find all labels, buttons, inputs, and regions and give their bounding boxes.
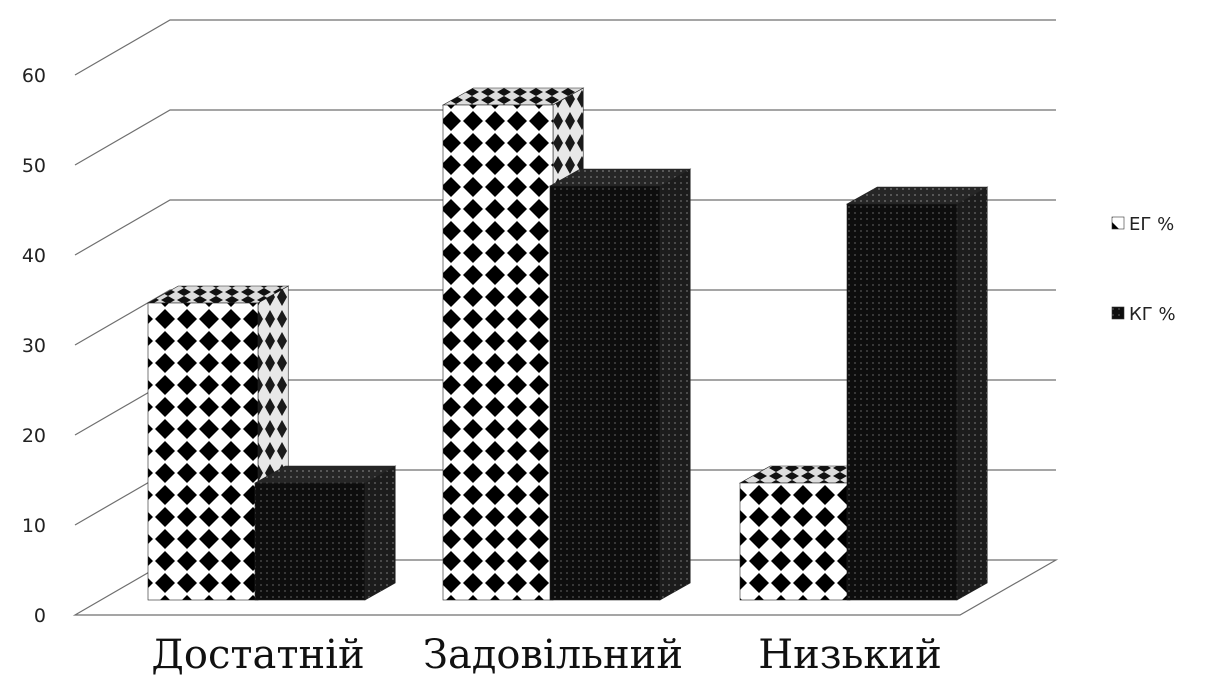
gridline bbox=[74, 289, 1056, 346]
y-tick-label: 40 bbox=[22, 245, 46, 267]
bar-front bbox=[254, 482, 366, 601]
y-tick-label: 50 bbox=[22, 155, 46, 177]
bar-front bbox=[739, 482, 851, 601]
x-category-label: Низький bbox=[758, 632, 941, 675]
bar-side bbox=[364, 465, 396, 601]
bar bbox=[548, 168, 692, 601]
y-axis: 0 10 20 30 40 50 60 bbox=[22, 65, 46, 627]
y-tick-label: 10 bbox=[22, 515, 46, 537]
bars bbox=[146, 87, 989, 601]
y-tick-label: 30 bbox=[22, 335, 46, 357]
bar-front bbox=[846, 203, 958, 601]
x-axis: Достатній Задовільний Низький bbox=[151, 632, 941, 675]
gridlines bbox=[74, 19, 1056, 526]
x-category-label: Достатній bbox=[151, 632, 364, 675]
legend-item: КГ % bbox=[1111, 304, 1176, 325]
bar-front bbox=[147, 302, 259, 601]
legend-label: ЕГ % bbox=[1129, 214, 1174, 235]
gridline bbox=[74, 19, 1056, 76]
gridline bbox=[74, 109, 1056, 166]
bar-side bbox=[956, 186, 988, 601]
x-category-label: Задовільний bbox=[423, 632, 683, 675]
y-tick-label: 20 bbox=[22, 425, 46, 447]
bar-side bbox=[659, 168, 691, 601]
bar bbox=[845, 186, 989, 601]
legend-swatch bbox=[1111, 216, 1125, 230]
legend-label: КГ % bbox=[1129, 304, 1176, 325]
legend-swatch bbox=[1111, 306, 1125, 320]
bar-front bbox=[549, 185, 661, 601]
legend-item: ЕГ % bbox=[1111, 214, 1174, 235]
legend: ЕГ % КГ % bbox=[1111, 214, 1176, 325]
y-tick-label: 60 bbox=[22, 65, 46, 87]
y-tick-label: 0 bbox=[34, 605, 46, 627]
gridline bbox=[74, 199, 1056, 256]
bar-front bbox=[442, 104, 554, 601]
bar bbox=[253, 465, 397, 601]
